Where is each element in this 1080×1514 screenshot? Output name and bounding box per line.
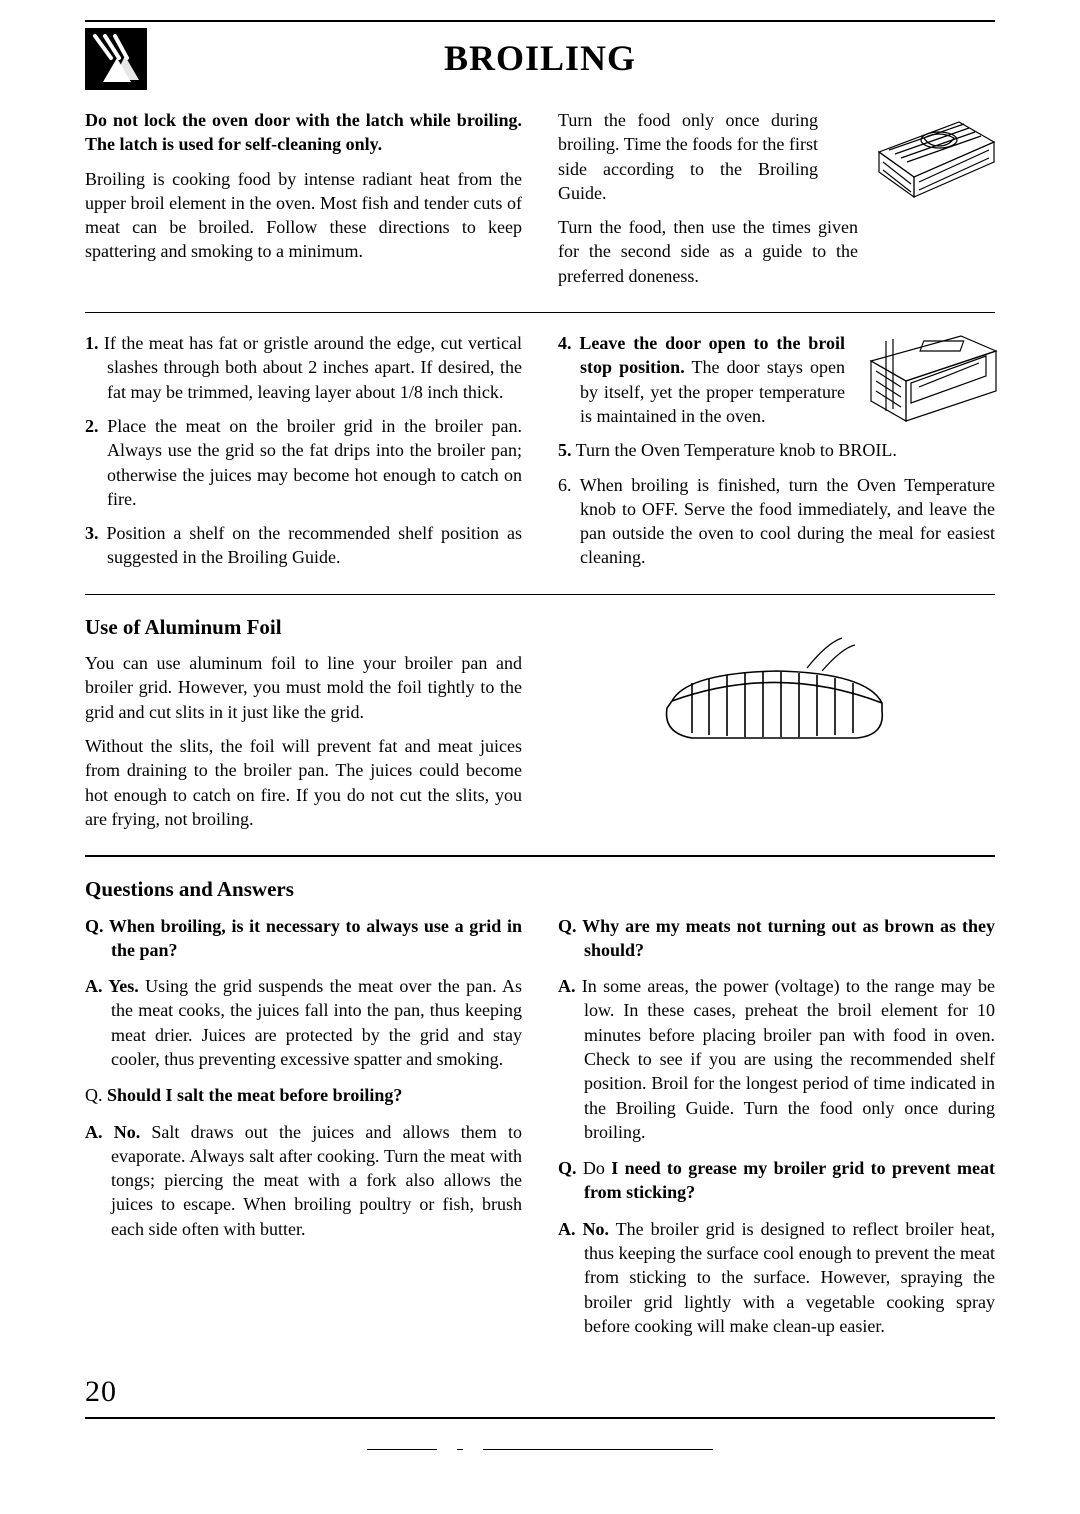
q-prefix: Q. [558,1158,583,1178]
step-text: When broiling is finished, turn the Oven… [572,475,996,568]
top-rule [85,20,995,22]
a-text: In some areas, the power (voltage) to th… [576,976,996,1142]
q-prefix: Q. [558,916,582,936]
step-num: 6. [558,475,572,495]
q-text: Should I salt the meat before broiling? [107,1085,402,1105]
a-text: Salt draws out the juices and allows the… [111,1122,522,1239]
qa-q4: Q. Do I need to grease my broiler grid t… [558,1156,995,1205]
step-4: 4. Leave the door open to the broil stop… [558,331,995,428]
q-prefix: Q. [85,916,109,936]
qa-a1: A. Yes. Using the grid suspends the meat… [85,974,522,1071]
step-text: Turn the Oven Temperature knob to BROIL. [572,440,897,460]
footer-marks [85,1449,995,1450]
divider-2 [85,594,995,595]
page-title: BROILING [167,34,913,83]
a-prefix: A. Yes. [85,976,139,996]
q-text: When broiling, is it necessary to always… [109,916,522,960]
q-prefix: Q. [85,1085,107,1105]
qa-left: Q. When broiling, is it necessary to alw… [85,914,522,1351]
qa-a3: A. In some areas, the power (voltage) to… [558,974,995,1144]
foil-heading: Use of Aluminum Foil [85,613,522,641]
step-num: 3. [85,523,99,543]
qa-heading: Questions and Answers [85,875,995,903]
step-3: 3. Position a shelf on the recommended s… [85,521,522,570]
q-mid: Do [583,1158,611,1178]
bottom-rule [85,1417,995,1419]
step-5: 5. Turn the Oven Temperature knob to BRO… [558,438,995,462]
header-row: BROILING [85,28,995,90]
qa-q3: Q. Why are my meats not turning out as b… [558,914,995,963]
step-num: 2. [85,416,99,436]
q-text: Why are my meats not turning out as brow… [582,916,995,960]
q-text: I need to grease my broiler grid to prev… [584,1158,995,1202]
foil-p2: Without the slits, the foil will prevent… [85,734,522,831]
a-text: The broiler grid is designed to reflect … [584,1219,995,1336]
a-prefix: A. [558,976,576,996]
qa-right: Q. Why are my meats not turning out as b… [558,914,995,1351]
step-2: 2. Place the meat on the broiler grid in… [85,414,522,511]
qa-q2: Q. Should I salt the meat before broilin… [85,1083,522,1107]
a-text: Using the grid suspends the meat over th… [111,976,522,1069]
divider-1 [85,312,995,313]
foil-text: Use of Aluminum Foil You can use aluminu… [85,613,522,841]
oven-door-icon [873,321,1001,437]
step-text: Position a shelf on the recommended shel… [99,523,523,567]
footer-dash [367,1449,437,1450]
qa-section: Q. When broiling, is it necessary to alw… [85,914,995,1351]
intro-right-p2: Turn the food, then use the times given … [558,215,858,288]
steps-section: 1. If the meat has fat or gristle around… [85,331,995,580]
step-1: 1. If the meat has fat or gristle around… [85,331,522,404]
step-text: Place the meat on the broiler grid in th… [99,416,523,509]
footer-dash [483,1449,713,1450]
intro-left: Do not lock the oven door with the latch… [85,108,522,298]
steps-left: 1. If the meat has fat or gristle around… [85,331,522,580]
qa-a4: A. No. The broiler grid is designed to r… [558,1217,995,1338]
intro-section: Do not lock the oven door with the latch… [85,108,995,298]
divider-3 [85,855,995,857]
intro-right-p1: Turn the food only once during broiling.… [558,108,818,205]
step-num: 4. [558,333,572,353]
broiler-pan-icon [869,102,999,218]
foil-grid-icon [558,613,995,763]
foil-p1: You can use aluminum foil to line your b… [85,651,522,724]
foil-section: Use of Aluminum Foil You can use aluminu… [85,613,995,841]
step-num: 1. [85,333,99,353]
a-prefix: A. No. [558,1219,609,1239]
qa-q1: Q. When broiling, is it necessary to alw… [85,914,522,963]
warning-text: Do not lock the oven door with the latch… [85,108,522,157]
page-number: 20 [85,1372,995,1413]
step-num: 5. [558,440,572,460]
a-prefix: A. No. [85,1122,140,1142]
steps-right: 4. Leave the door open to the broil stop… [558,331,995,580]
step-text: If the meat has fat or gristle around th… [99,333,523,402]
footer-dot [457,1449,463,1450]
logo-icon [85,28,147,90]
intro-para: Broiling is cooking food by intense radi… [85,167,522,264]
intro-right: Turn the food only once during broiling.… [558,108,995,298]
step-6: 6. When broiling is finished, turn the O… [558,473,995,570]
qa-a2: A. No. Salt draws out the juices and all… [85,1120,522,1241]
